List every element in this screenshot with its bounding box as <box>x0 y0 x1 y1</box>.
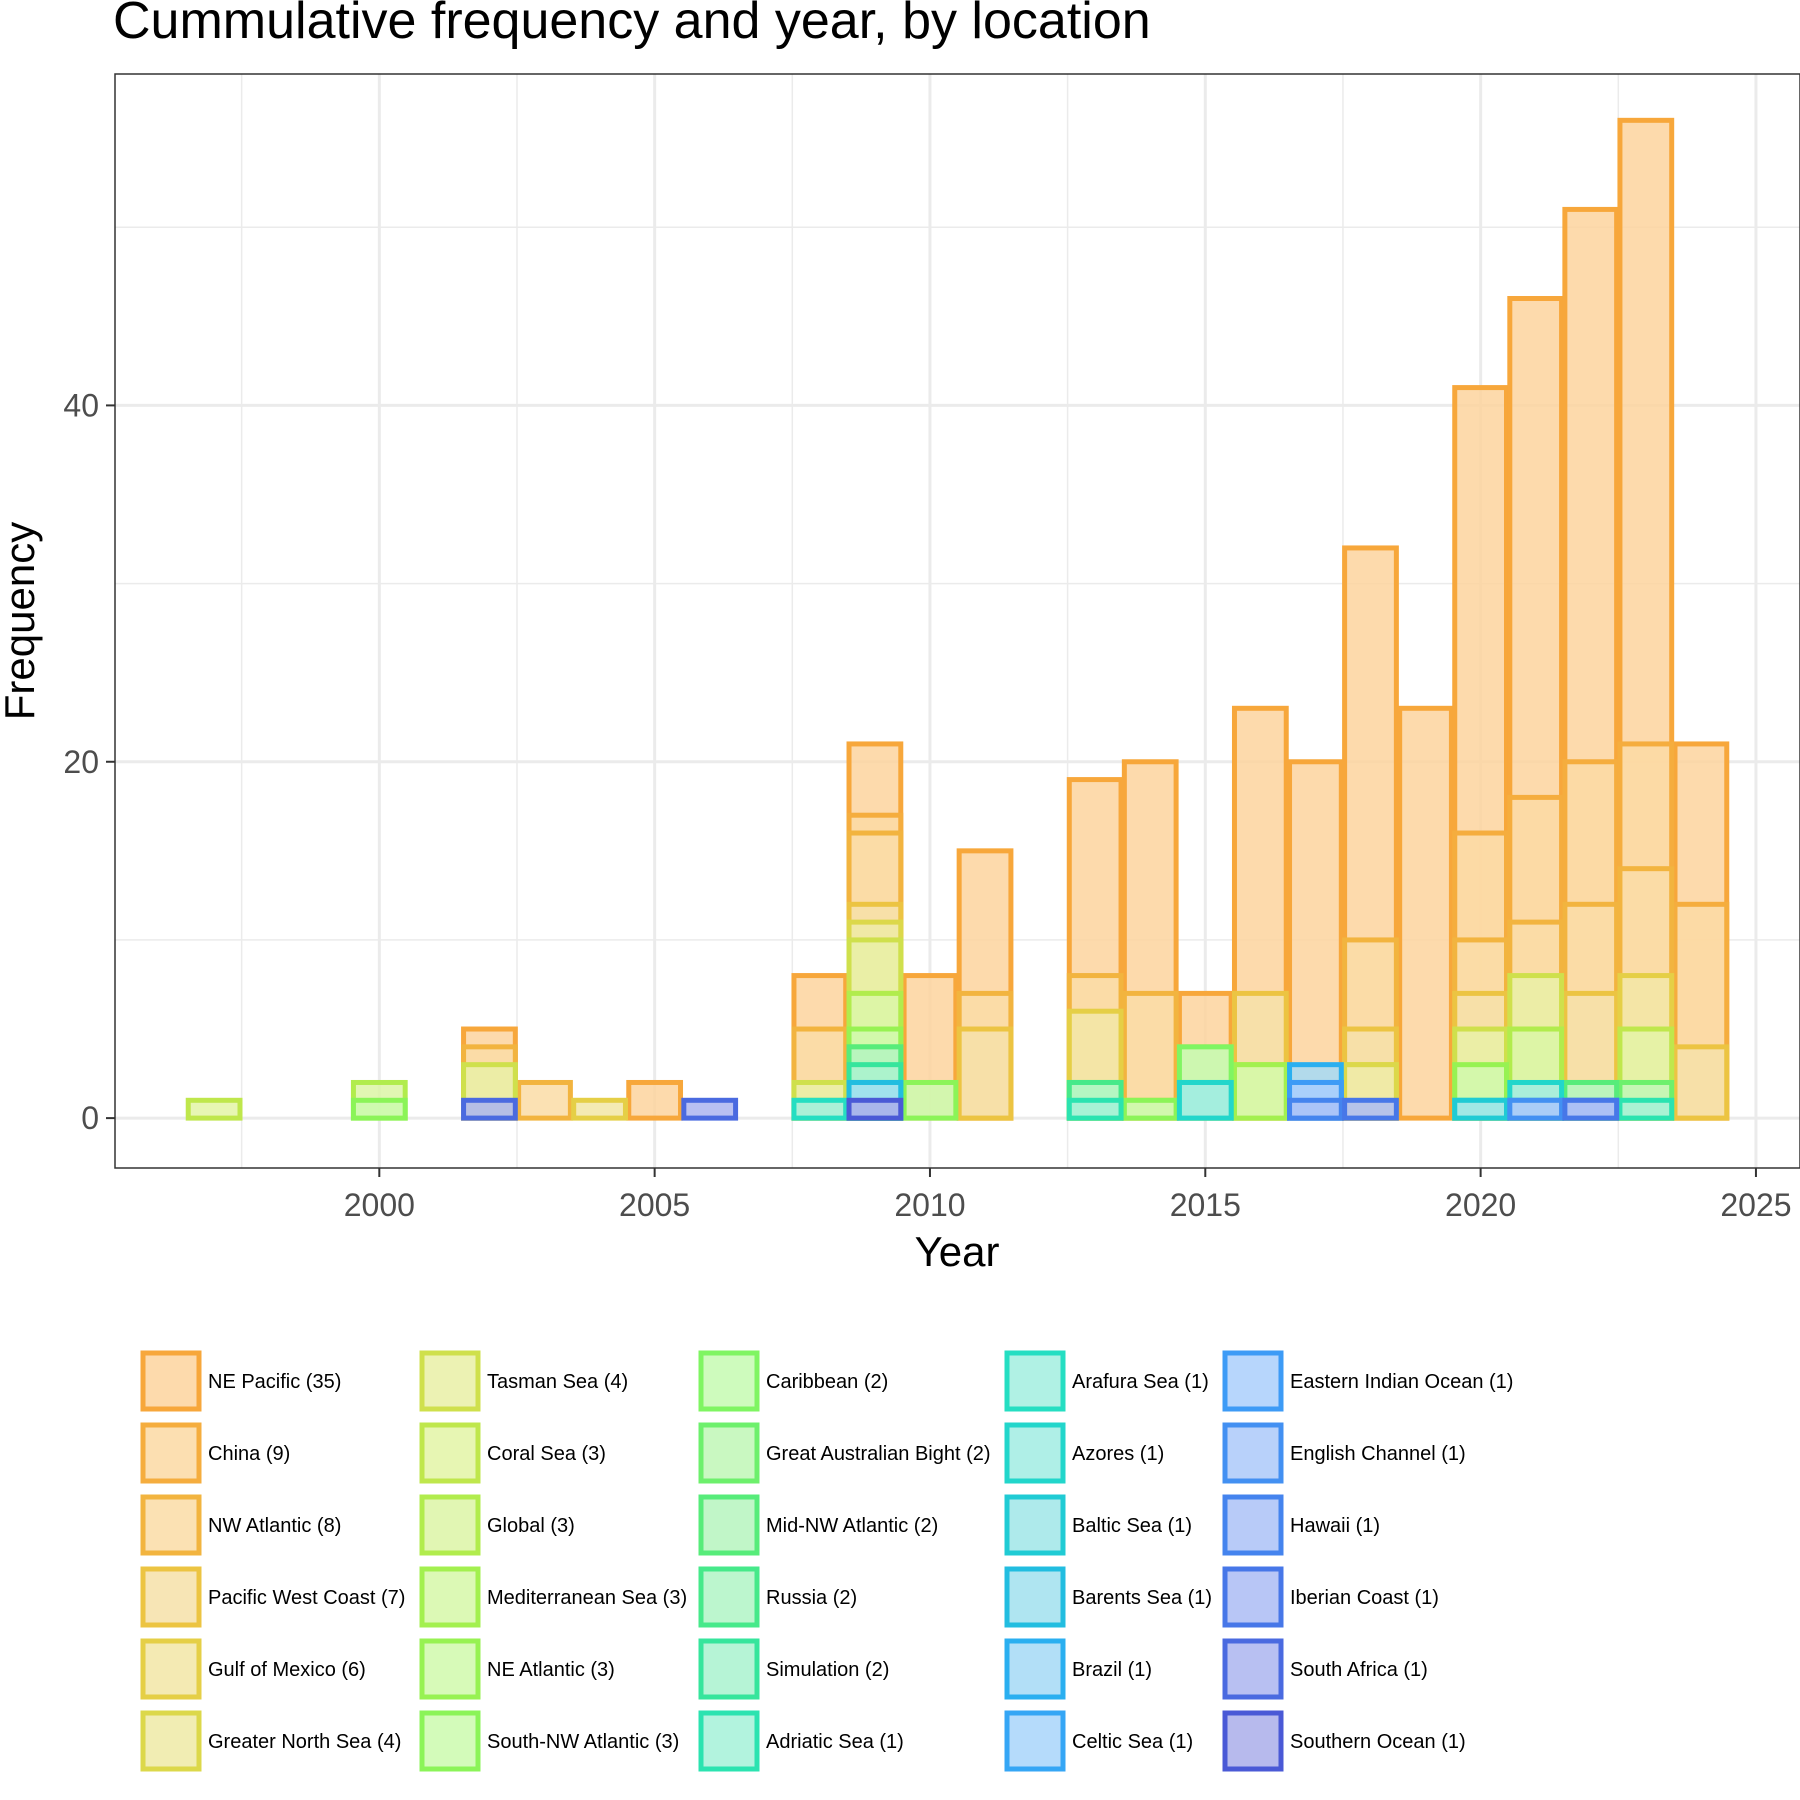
legend-key-nw-atlantic <box>143 1497 199 1553</box>
legend-label-adriatic-sea: Adriatic Sea (1) <box>766 1731 904 1753</box>
legend-label-pacific-west-coast: Pacific West Coast (7) <box>208 1587 405 1609</box>
legend-label-mediterranean-sea: Mediterranean Sea (3) <box>487 1587 687 1609</box>
legend-label-tasman-sea: Tasman Sea (4) <box>487 1371 628 1393</box>
legend-key-ne-atlantic <box>422 1641 478 1697</box>
bar-iberian-coast-2022 <box>1565 1100 1617 1118</box>
legend-label-gulf-of-mexico: Gulf of Mexico (6) <box>208 1659 366 1681</box>
legend-label-brazil: Brazil (1) <box>1072 1659 1152 1681</box>
legend-label-mid-nw-atlantic: Mid-NW Atlantic (2) <box>766 1515 938 1537</box>
x-tick-label: 2000 <box>344 1187 415 1223</box>
legend-label-china: China (9) <box>208 1443 290 1465</box>
legend-label-coral-sea: Coral Sea (3) <box>487 1443 606 1465</box>
legend-key-brazil <box>1007 1641 1063 1697</box>
bar-ne-pacific-2019 <box>1400 708 1452 1118</box>
legend-label-english-channel: English Channel (1) <box>1290 1443 1466 1465</box>
bar-south-nw-atlantic-2014 <box>1124 1100 1176 1118</box>
legend-label-eastern-indian-ocean: Eastern Indian Ocean (1) <box>1290 1371 1513 1393</box>
bar-south-nw-atlantic-2000 <box>353 1100 405 1118</box>
x-tick-label: 2020 <box>1445 1187 1516 1223</box>
bar-english-channel-2021 <box>1510 1100 1562 1118</box>
legend-key-baltic-sea <box>1007 1497 1063 1553</box>
legend-key-arafura-sea <box>1007 1353 1063 1409</box>
legend-key-mid-nw-atlantic <box>701 1497 757 1553</box>
legend-key-tasman-sea <box>422 1353 478 1409</box>
legend-key-great-australian-bight <box>701 1425 757 1481</box>
legend-label-simulation: Simulation (2) <box>766 1659 889 1681</box>
legend-label-russia: Russia (2) <box>766 1587 857 1609</box>
legend-label-south-africa: South Africa (1) <box>1290 1659 1428 1681</box>
x-tick-label: 2025 <box>1720 1187 1791 1223</box>
bar-pacific-west-coast-2024 <box>1675 1047 1727 1118</box>
x-tick-label: 2005 <box>619 1187 690 1223</box>
x-axis: 2000 2005 2010 2015 2020 2025 <box>344 1168 1792 1223</box>
legend-key-global <box>422 1497 478 1553</box>
legend-key-azores <box>1007 1425 1063 1481</box>
bar-adriatic-sea-2013 <box>1069 1100 1121 1118</box>
bar-arafura-sea-2008 <box>794 1100 846 1118</box>
legend-key-hawaii <box>1225 1497 1281 1553</box>
legend-key-russia <box>701 1569 757 1625</box>
bar-baltic-sea-2020 <box>1455 1100 1507 1118</box>
bar-adriatic-sea-2023 <box>1620 1100 1672 1118</box>
x-axis-title: Year <box>915 1228 1000 1275</box>
legend-label-azores: Azores (1) <box>1072 1443 1164 1465</box>
bar-southern-ocean-2009 <box>849 1100 901 1118</box>
legend: NE Pacific (35) China (9) NW Atlantic (8) P… <box>143 1353 1513 1769</box>
legend-label-barents-sea: Barents Sea (1) <box>1072 1587 1212 1609</box>
legend-key-coral-sea <box>422 1425 478 1481</box>
legend-label-baltic-sea: Baltic Sea (1) <box>1072 1515 1192 1537</box>
legend-label-ne-pacific: NE Pacific (35) <box>208 1371 341 1393</box>
legend-label-celtic-sea: Celtic Sea (1) <box>1072 1731 1193 1753</box>
legend-key-adriatic-sea <box>701 1713 757 1769</box>
chart-title: Cummulative frequency and year, by locat… <box>113 0 1151 50</box>
legend-key-celtic-sea <box>1007 1713 1063 1769</box>
bar-ne-pacific-2005 <box>629 1082 681 1118</box>
legend-key-south-africa <box>1225 1641 1281 1697</box>
legend-key-pacific-west-coast <box>143 1569 199 1625</box>
x-tick-label: 2010 <box>894 1187 965 1223</box>
legend-key-south-nw-atlantic <box>422 1713 478 1769</box>
x-tick-label: 2015 <box>1170 1187 1241 1223</box>
bar-azores-2015 <box>1179 1082 1231 1118</box>
legend-label-iberian-coast: Iberian Coast (1) <box>1290 1587 1439 1609</box>
bar-coral-sea-1997 <box>188 1100 240 1118</box>
bar-gulf-of-mexico-2004 <box>574 1100 626 1118</box>
legend-label-south-nw-atlantic: South-NW Atlantic (3) <box>487 1731 679 1753</box>
legend-key-ne-pacific <box>143 1353 199 1409</box>
legend-label-greater-north-sea: Greater North Sea (4) <box>208 1731 401 1753</box>
bar-south-africa-2002 <box>464 1100 516 1118</box>
legend-key-greater-north-sea <box>143 1713 199 1769</box>
legend-key-caribbean <box>701 1353 757 1409</box>
y-axis: 0 20 40 <box>63 387 115 1136</box>
bar-mediterranean-sea-2016 <box>1234 1065 1286 1118</box>
bar-hawaii-2017 <box>1290 1100 1342 1118</box>
legend-key-iberian-coast <box>1225 1569 1281 1625</box>
y-axis-title: Frequency <box>0 522 43 720</box>
legend-key-gulf-of-mexico <box>143 1641 199 1697</box>
y-tick-label: 0 <box>81 1100 99 1136</box>
legend-key-eastern-indian-ocean <box>1225 1353 1281 1409</box>
legend-label-southern-ocean: Southern Ocean (1) <box>1290 1731 1466 1753</box>
bar-pacific-west-coast-2011 <box>959 1029 1011 1118</box>
y-tick-label: 20 <box>63 744 99 780</box>
bar-south-africa-2006 <box>684 1100 736 1118</box>
bar-iberian-coast-2018 <box>1345 1100 1397 1118</box>
legend-label-hawaii: Hawaii (1) <box>1290 1515 1380 1537</box>
legend-label-caribbean: Caribbean (2) <box>766 1371 888 1393</box>
legend-label-global: Global (3) <box>487 1515 575 1537</box>
bar-nw-atlantic-2003 <box>519 1082 571 1118</box>
y-tick-label: 40 <box>63 387 99 423</box>
legend-key-china <box>143 1425 199 1481</box>
legend-label-arafura-sea: Arafura Sea (1) <box>1072 1371 1209 1393</box>
legend-key-mediterranean-sea <box>422 1569 478 1625</box>
legend-label-ne-atlantic: NE Atlantic (3) <box>487 1659 615 1681</box>
legend-key-simulation <box>701 1641 757 1697</box>
legend-key-southern-ocean <box>1225 1713 1281 1769</box>
bar-south-nw-atlantic-2010 <box>904 1082 956 1118</box>
legend-key-barents-sea <box>1007 1569 1063 1625</box>
legend-label-nw-atlantic: NW Atlantic (8) <box>208 1515 341 1537</box>
legend-key-english-channel <box>1225 1425 1281 1481</box>
legend-label-great-australian-bight: Great Australian Bight (2) <box>766 1443 991 1465</box>
